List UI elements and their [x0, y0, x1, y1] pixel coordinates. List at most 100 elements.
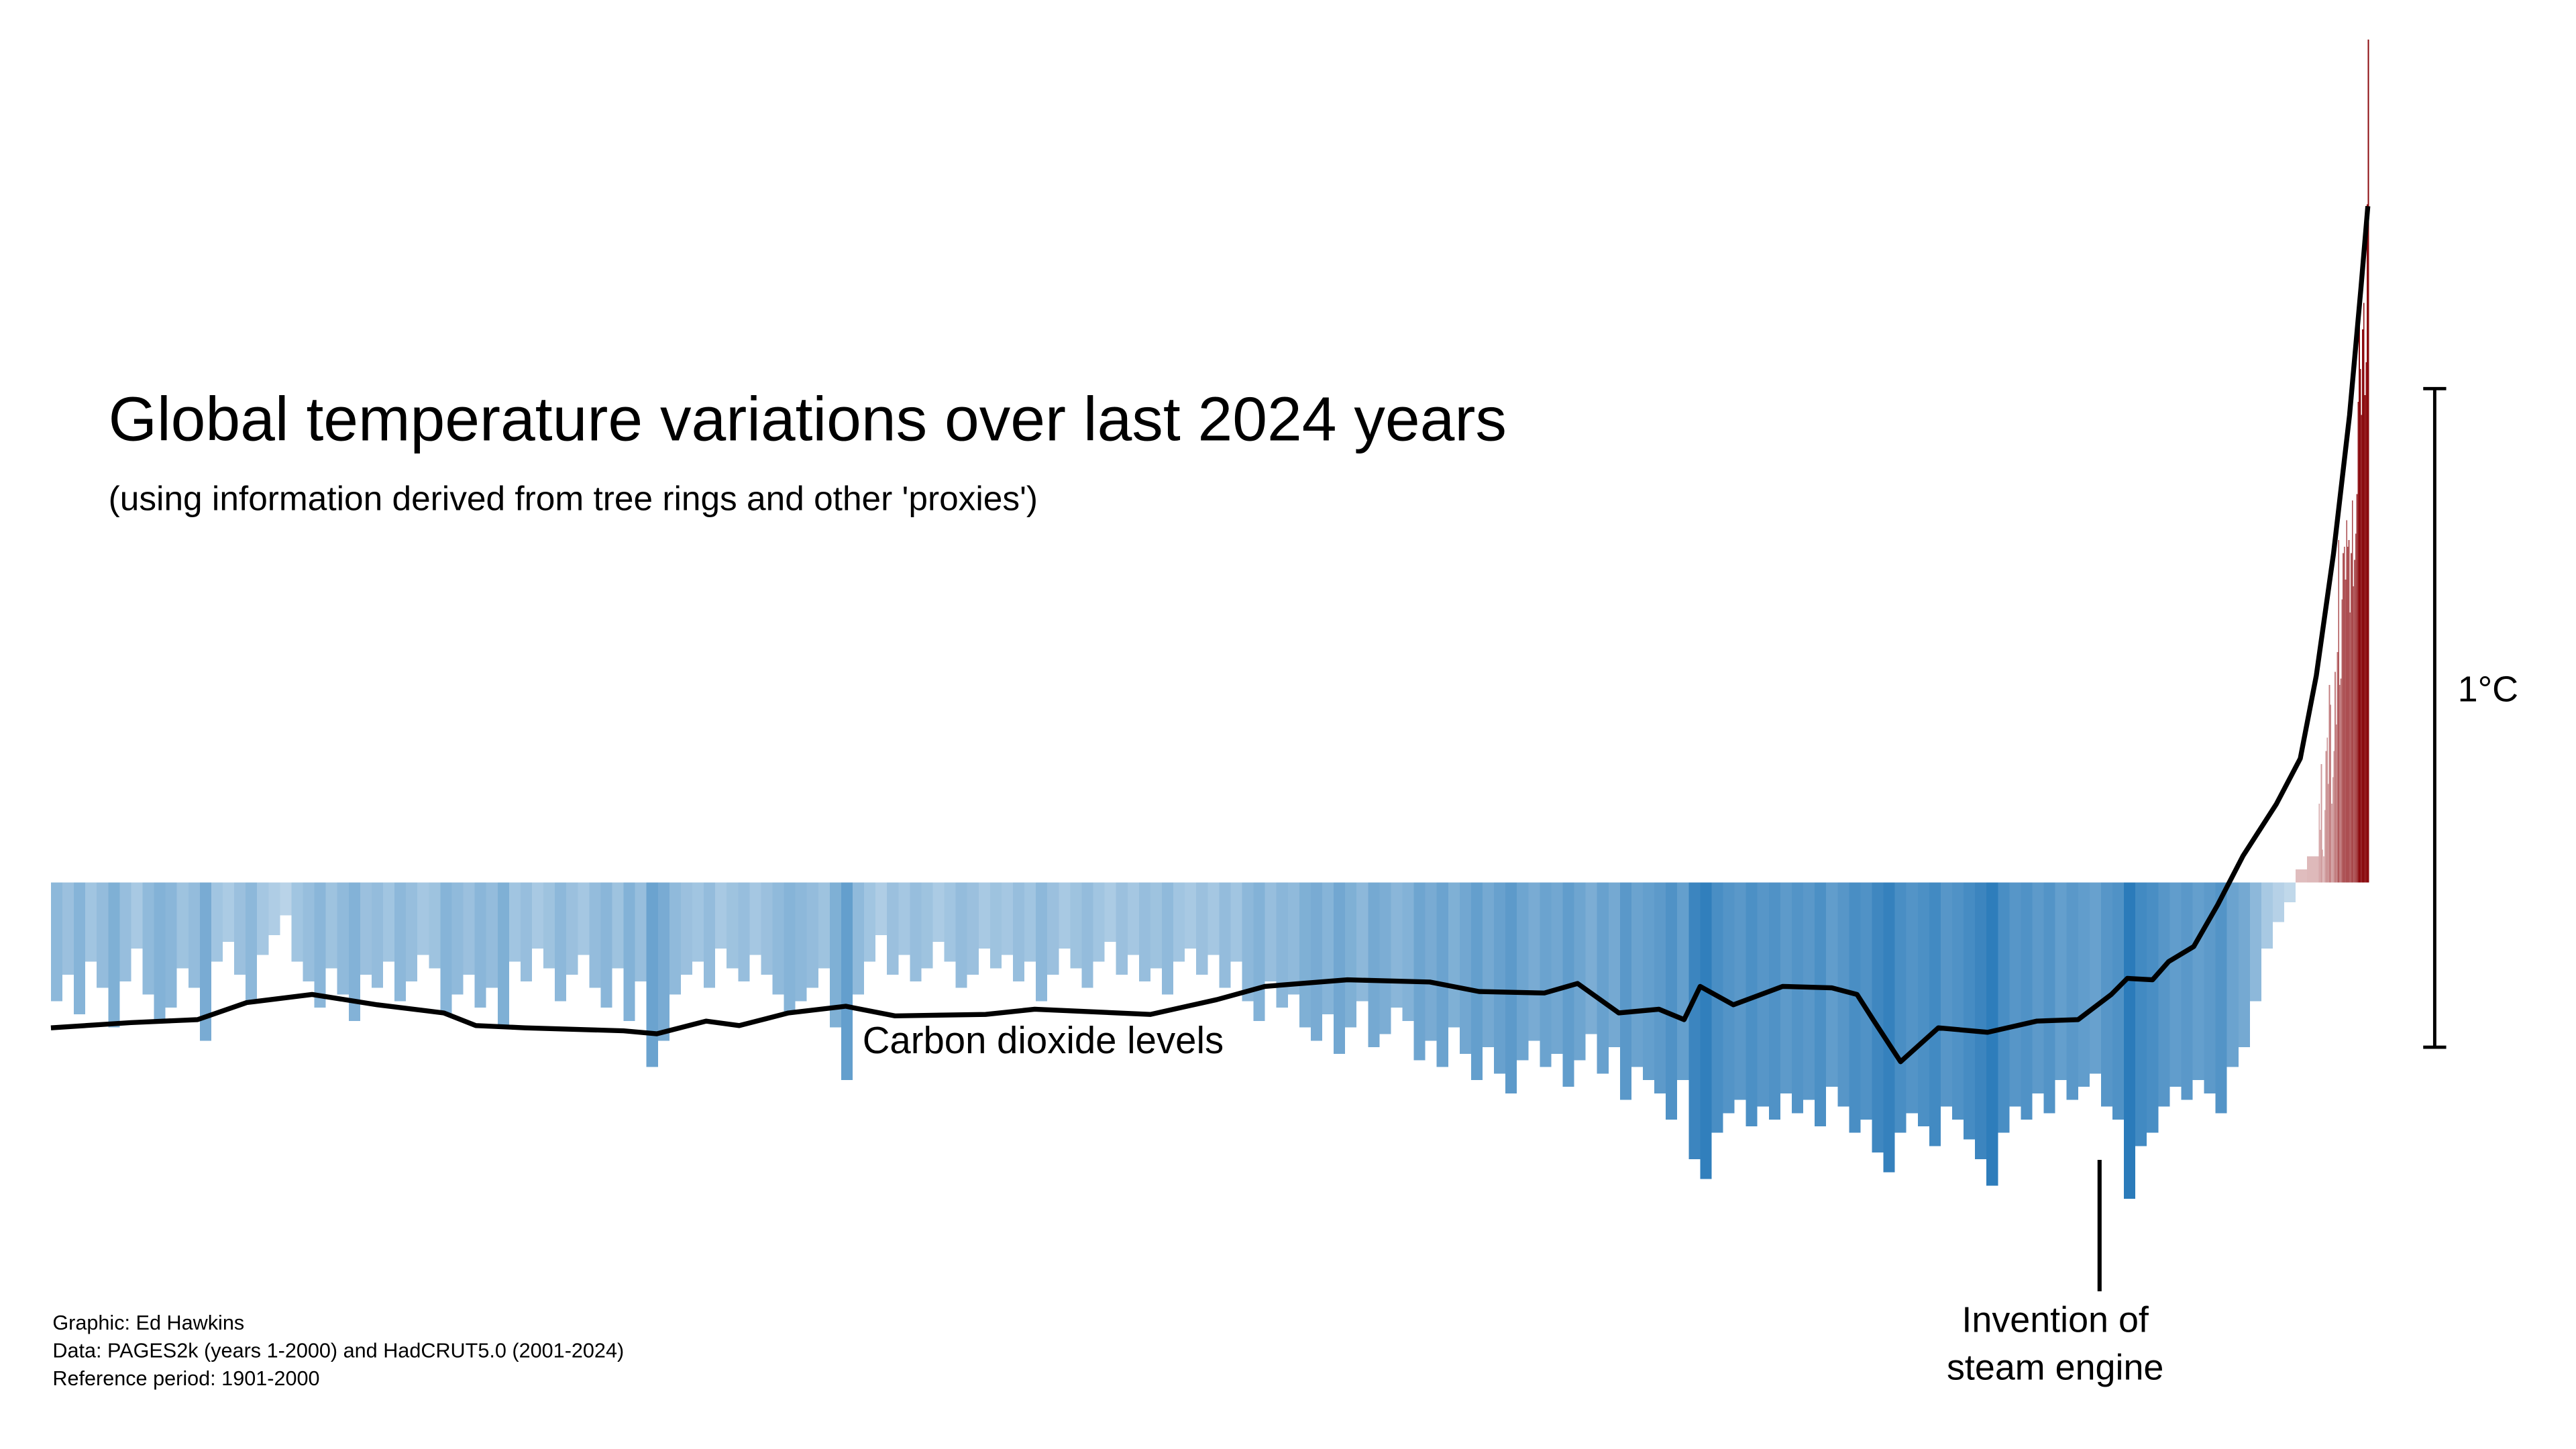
bar: [2261, 882, 2273, 949]
bar: [2337, 651, 2339, 883]
bar: [1677, 882, 1689, 1081]
bar: [875, 882, 888, 936]
bar: [1287, 882, 1299, 995]
bar: [360, 882, 372, 975]
bar: [2021, 882, 2033, 1120]
bar: [2346, 520, 2347, 883]
bar: [2356, 494, 2358, 883]
bar: [2112, 882, 2125, 1120]
bar: [2055, 882, 2067, 1081]
bar: [520, 882, 532, 981]
bar: [531, 882, 544, 949]
bar: [2339, 685, 2341, 883]
bar: [1368, 882, 1380, 1048]
bar: [1425, 882, 1437, 1041]
bar: [2331, 803, 2332, 883]
bar: [1138, 882, 1150, 981]
bar: [1711, 882, 1723, 1133]
bar: [1929, 882, 1941, 1146]
bar: [1219, 882, 1231, 988]
bar: [635, 882, 647, 981]
bar: [1734, 882, 1746, 1100]
bar: [955, 882, 967, 988]
bar: [188, 882, 200, 988]
bar: [97, 882, 109, 988]
bar: [898, 882, 910, 955]
bar: [818, 882, 830, 969]
bar: [2362, 329, 2363, 883]
bar: [1528, 882, 1540, 1041]
bar: [291, 882, 303, 962]
bar: [1872, 882, 1884, 1153]
bar: [1436, 882, 1448, 1067]
bar: [371, 882, 384, 988]
credit: Graphic: Ed Hawkins: [52, 1311, 244, 1334]
bar: [2226, 882, 2239, 1067]
bar: [451, 882, 464, 995]
bar: [131, 882, 143, 949]
bar: [1322, 882, 1334, 1015]
bar: [2335, 724, 2337, 883]
bar: [1574, 882, 1586, 1061]
bar: [2333, 751, 2335, 883]
bar: [1379, 882, 1391, 1034]
bar: [474, 882, 486, 1008]
bar: [543, 882, 555, 969]
bar: [2320, 830, 2321, 883]
bar: [623, 882, 635, 1021]
bar: [2307, 856, 2319, 883]
bar: [1986, 882, 1998, 1186]
bar: [738, 882, 750, 981]
bar: [1299, 882, 1311, 1028]
bar: [1860, 882, 1872, 1120]
bar: [2364, 395, 2366, 883]
bar: [1951, 882, 1964, 1120]
co2-line: [50, 205, 2371, 1065]
bar: [2349, 612, 2351, 883]
bar: [2158, 882, 2170, 1107]
bar: [680, 882, 692, 975]
bar: [1070, 882, 1082, 969]
bar: [1700, 882, 1712, 1179]
bar: [1551, 882, 1563, 1054]
bar: [1104, 882, 1116, 943]
chart-subtitle: (using information derived from tree rin…: [109, 479, 1038, 518]
bar: [268, 882, 280, 936]
bar: [1505, 882, 1517, 1093]
bar: [2169, 882, 2182, 1087]
bar: [2353, 586, 2355, 883]
bar: [2367, 39, 2369, 883]
bar: [612, 882, 624, 969]
bar: [887, 882, 899, 975]
bar: [829, 882, 841, 1028]
bar: [795, 882, 807, 1002]
bar: [1849, 882, 1861, 1133]
bar: [199, 882, 211, 1041]
bar: [2351, 553, 2352, 883]
bar: [2032, 882, 2044, 1093]
bar: [692, 882, 704, 962]
bar: [1768, 882, 1780, 1120]
bar: [62, 882, 74, 975]
bar: [1334, 882, 1346, 1054]
bar: [1906, 882, 1918, 1114]
bar: [1585, 882, 1597, 1034]
bar: [1688, 882, 1701, 1160]
bar: [853, 882, 865, 995]
bar: [211, 882, 223, 962]
bar: [2124, 882, 2136, 1199]
bar: [1173, 882, 1185, 962]
bar: [325, 882, 337, 969]
bar: [2355, 533, 2357, 883]
bar: [74, 882, 86, 1015]
bar: [1643, 882, 1655, 1081]
bar: [50, 882, 62, 1002]
bar: [989, 882, 1002, 969]
bar: [2089, 882, 2101, 1074]
bar: [1883, 882, 1895, 1173]
bar: [314, 882, 326, 1008]
bar: [2345, 579, 2347, 883]
bar: [1242, 882, 1254, 1002]
bar: [1837, 882, 1849, 1107]
bar: [2324, 810, 2326, 883]
